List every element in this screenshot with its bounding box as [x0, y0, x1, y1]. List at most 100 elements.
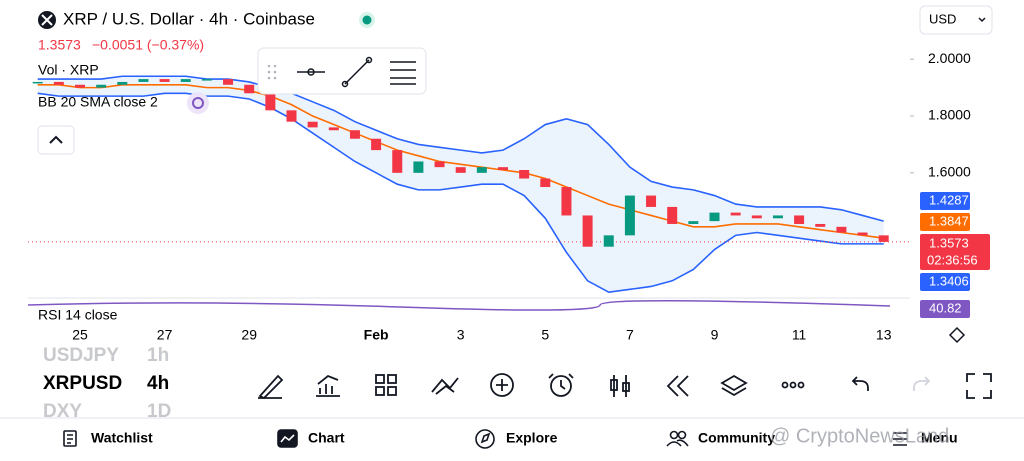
candle [434, 161, 445, 168]
candle [455, 167, 466, 173]
candle [815, 223, 826, 227]
candle [201, 79, 212, 81]
x-tick-label: Feb [364, 327, 389, 343]
chevron-up [49, 135, 63, 144]
collapse-button[interactable] [37, 125, 75, 155]
candle [286, 110, 297, 122]
y-tick-label: 2.0000 [928, 50, 971, 66]
logo-x [41, 14, 53, 26]
x-tick-label: 3 [457, 327, 465, 343]
candle [96, 84, 107, 88]
nav-watchlist[interactable]: Watchlist [91, 430, 153, 446]
symbol-prev[interactable]: USDJPY [43, 345, 119, 366]
candle [709, 212, 720, 222]
candle [349, 130, 360, 139]
bb-upper-value: 1.4287 [929, 192, 969, 207]
y-tick-label: 1.8000 [928, 107, 971, 123]
rsi-label [920, 300, 970, 318]
chevron [978, 17, 986, 23]
bb-basis [37, 83, 884, 239]
currency: USD [929, 11, 956, 26]
price-change: −0.0051 (−0.37%) [92, 37, 204, 53]
candle [667, 206, 678, 224]
candle [244, 84, 255, 94]
candle [75, 84, 85, 88]
loading [187, 92, 209, 114]
candle [519, 170, 530, 179]
bb-lower-label [920, 273, 970, 291]
band-fill [37, 76, 884, 293]
x-tick-label: 25 [72, 327, 88, 343]
candle [138, 79, 149, 82]
nav-chart[interactable]: Chart [308, 430, 345, 446]
candle [561, 187, 572, 216]
candle [582, 215, 593, 247]
x-tick-label: 11 [792, 327, 807, 343]
interval-prev[interactable]: 1h [147, 345, 169, 366]
candle [624, 195, 635, 236]
bb-upper [37, 75, 884, 222]
interval-current[interactable]: 4h [147, 373, 169, 394]
candle [265, 93, 276, 111]
bb-lower-value: 1.3406 [929, 273, 969, 288]
interval-next[interactable]: 1D [147, 401, 171, 422]
currency-select[interactable] [919, 5, 993, 35]
candle [413, 161, 424, 173]
candle [392, 150, 403, 173]
bb-basis-value: 1.3847 [929, 213, 969, 228]
candle [730, 212, 741, 216]
candle [540, 178, 551, 188]
candle [476, 167, 487, 173]
candle [836, 226, 847, 233]
rsi-value: 40.82 [929, 300, 962, 315]
candle [498, 167, 508, 170]
x-tick-label: 9 [711, 327, 719, 343]
candle [159, 79, 170, 82]
nav-explore[interactable]: Explore [506, 430, 558, 446]
candle [223, 79, 234, 85]
candle [307, 121, 318, 128]
toolbar-icons[interactable] [258, 373, 992, 400]
x-tick-label: 7 [626, 327, 634, 343]
x-tick-label: 27 [157, 327, 173, 343]
candle [32, 81, 43, 84]
candle [688, 221, 699, 224]
candle [878, 235, 889, 242]
candle [117, 81, 128, 85]
nav-menu[interactable]: Menu [921, 430, 958, 446]
candle [772, 215, 783, 219]
symbol-current[interactable]: XRPUSD [43, 373, 122, 394]
nav-community[interactable]: Community [698, 430, 775, 446]
candle [180, 79, 191, 82]
candle [751, 215, 762, 219]
candle [53, 81, 64, 85]
last-price: 1.3573 [38, 37, 81, 53]
plot-area: 2.0000 1.8000 1.6000 25 27 29 Feb 3 5 7 9 11 13 [28, 50, 971, 343]
candle [603, 235, 614, 247]
volume-legend[interactable]: Vol · XRP [38, 62, 99, 78]
x-tick-label: 29 [241, 327, 257, 343]
drawing-toolbar [257, 47, 427, 95]
rsi-line [27, 300, 891, 311]
settings-icon[interactable] [948, 326, 966, 344]
x-tick-label: 5 [541, 327, 549, 343]
countdown: 02:36:56 [927, 252, 978, 267]
nav-icons [63, 429, 907, 449]
bb-basis-label [920, 213, 970, 231]
drag-handle[interactable] [267, 64, 277, 80]
rsi-legend[interactable]: RSI 14 close [38, 307, 118, 323]
x-tick-label: 13 [876, 327, 892, 343]
drawing-tools[interactable] [297, 56, 416, 88]
bb-lower [37, 92, 884, 293]
symbol-next[interactable]: DXY [43, 401, 82, 422]
bb-upper-label [920, 192, 970, 210]
candle [857, 232, 868, 236]
status-dot [362, 15, 372, 25]
candle [371, 138, 382, 151]
redo-icon[interactable] [913, 376, 931, 391]
bb-legend[interactable]: BB 20 SMA close 2 [38, 94, 158, 110]
symbol-title[interactable]: XRP / U.S. Dollar · 4h · Coinbase [63, 9, 315, 28]
last-price-value: 1.3573 [929, 235, 969, 250]
